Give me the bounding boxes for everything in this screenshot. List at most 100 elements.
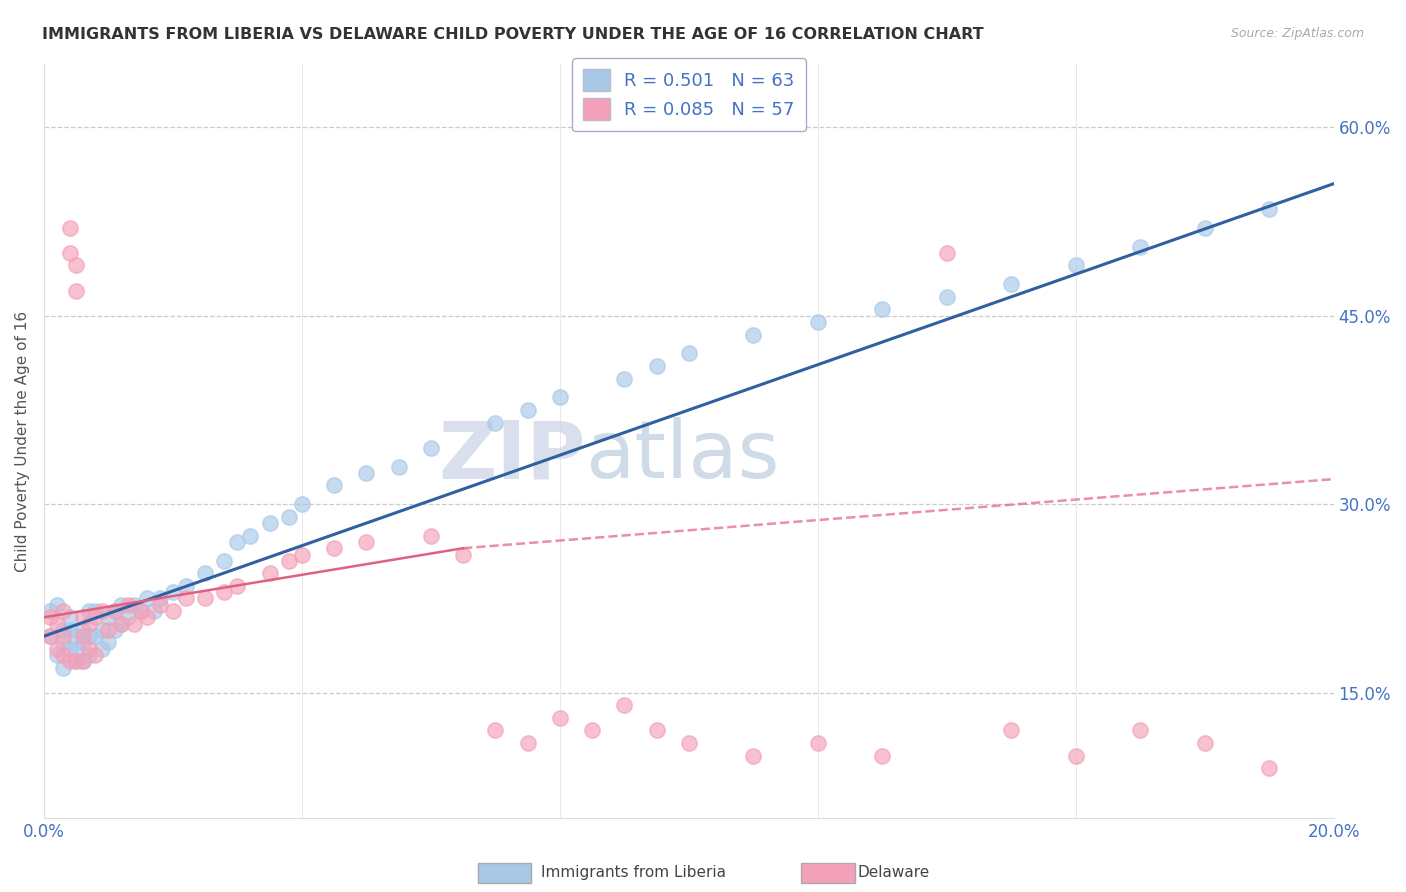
Point [162,585,184,599]
Point [516,403,538,417]
Point [214,554,236,568]
Point [1129,723,1152,738]
Point [678,736,700,750]
Point [90,623,112,637]
Point [97,610,120,624]
Point [84,610,107,624]
Point [90,604,112,618]
Point [97,635,120,649]
Point [39,629,62,643]
Point [39,629,62,643]
Point [935,245,957,260]
Point [65,654,87,668]
Point [65,654,87,668]
Text: ZIP: ZIP [439,417,585,495]
Point [174,591,197,606]
Point [104,604,127,618]
Point [239,529,262,543]
Point [104,604,127,618]
Point [194,566,217,581]
Point [291,548,314,562]
Point [117,598,139,612]
Point [645,359,668,373]
Point [356,466,378,480]
Point [122,616,145,631]
Point [1000,277,1022,292]
Point [65,284,87,298]
Point [110,616,132,631]
Point [122,598,145,612]
Point [59,623,82,637]
Point [59,654,82,668]
Point [72,610,94,624]
Point [484,416,506,430]
Point [278,554,301,568]
Point [65,641,87,656]
Point [259,566,281,581]
Point [77,648,100,662]
Point [1258,761,1281,775]
Point [935,290,957,304]
Point [110,616,132,631]
Point [117,610,139,624]
Point [581,723,603,738]
Point [323,478,346,492]
Point [52,623,75,637]
Point [45,641,67,656]
Point [104,623,127,637]
Point [59,220,82,235]
Point [613,698,636,713]
Point [129,604,152,618]
Point [72,629,94,643]
Point [451,548,474,562]
Point [65,259,87,273]
Point [72,654,94,668]
Point [84,604,107,618]
Text: atlas: atlas [585,417,780,495]
Point [136,591,159,606]
Point [77,604,100,618]
Text: Source: ZipAtlas.com: Source: ZipAtlas.com [1230,27,1364,40]
Point [548,391,571,405]
Point [72,654,94,668]
Point [59,641,82,656]
Point [226,535,249,549]
Point [174,579,197,593]
Text: Immigrants from Liberia: Immigrants from Liberia [541,865,727,880]
Legend: R = 0.501   N = 63, R = 0.085   N = 57: R = 0.501 N = 63, R = 0.085 N = 57 [572,58,806,131]
Point [870,748,893,763]
Point [136,610,159,624]
Point [214,585,236,599]
Point [356,535,378,549]
Point [419,441,441,455]
Point [162,604,184,618]
Point [226,579,249,593]
Point [484,723,506,738]
Point [52,629,75,643]
Point [1258,202,1281,216]
Point [516,736,538,750]
Point [39,610,62,624]
Point [77,629,100,643]
Point [84,648,107,662]
Point [97,623,120,637]
Point [291,497,314,511]
Point [387,459,409,474]
Point [45,648,67,662]
Point [39,604,62,618]
Point [52,635,75,649]
Point [77,641,100,656]
Point [52,648,75,662]
Point [807,315,830,329]
Y-axis label: Child Poverty Under the Age of 16: Child Poverty Under the Age of 16 [15,310,30,572]
Point [259,516,281,530]
Point [149,591,172,606]
Point [548,711,571,725]
Point [278,509,301,524]
Point [129,604,152,618]
Point [613,371,636,385]
Point [678,346,700,360]
Point [110,598,132,612]
Point [1194,736,1216,750]
Point [59,245,82,260]
